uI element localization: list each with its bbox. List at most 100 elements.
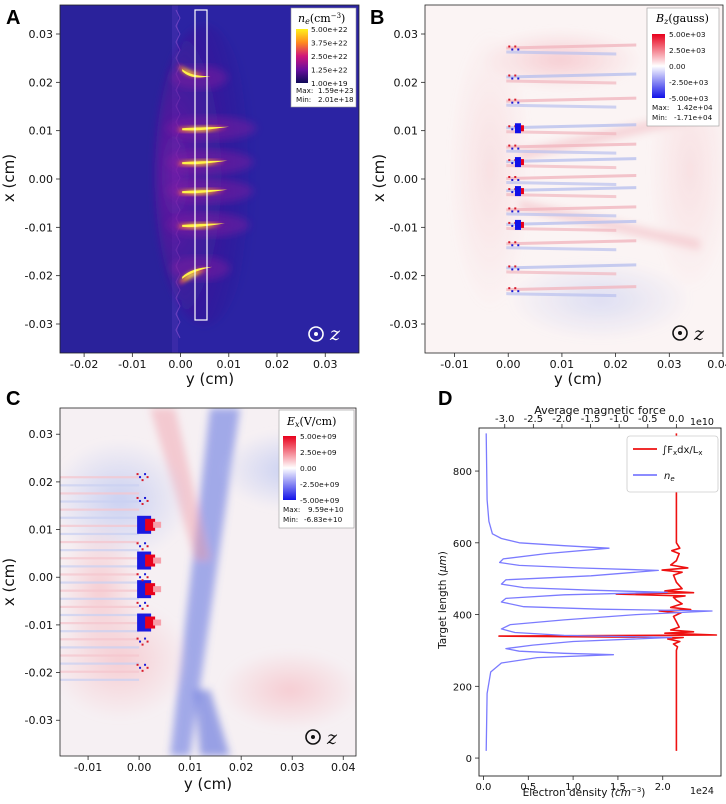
panel-c-colorbar-tick: -5.00e+09 (300, 496, 340, 505)
panel-b-field-speck (511, 147, 514, 150)
panel-c-xtick-label: 0.03 (280, 761, 305, 774)
panel-a-xtick-label: 0.03 (313, 358, 338, 371)
panel-d-top-xtick-label: -0.5 (638, 414, 658, 425)
panel-b-field-speck (511, 210, 514, 213)
panel-b-field-speck (508, 144, 511, 147)
panel-c-field-stripe (60, 581, 140, 584)
panel-b-field-speck (514, 265, 517, 268)
panel-d-ytick-label: 600 (453, 539, 472, 550)
panel-b-field-speck (508, 287, 511, 290)
panel-a-colorbar-tick: 5.00e+22 (311, 25, 348, 34)
panel-b-field-stripe (506, 130, 617, 136)
panel-b-field-stripe (506, 239, 637, 246)
panel-d-bottom-xtick-label: 1.5 (610, 782, 626, 793)
panel-b-xtick-label: 0.01 (550, 358, 575, 371)
panel-b-field-speck (508, 159, 511, 162)
panel-b-field-stripe (506, 263, 637, 270)
panel-b-xtick-label: 0.03 (657, 358, 682, 371)
panel-a-sampling-box (194, 9, 208, 321)
panel-a-jet (170, 63, 228, 90)
panel-c-field-speck (141, 669, 144, 672)
panel-c-field-stripe (60, 557, 140, 560)
panel-c-field-speck (139, 499, 142, 502)
panel-a-colorbar-tick: 2.50e+22 (311, 52, 348, 61)
panel-b-field-core (514, 186, 521, 197)
panel-b-field-speck (511, 224, 514, 227)
panel-a-xtick-label: -0.01 (118, 358, 146, 371)
panel-c-field-speck (136, 637, 139, 640)
panel-d-top-xtick-label: -3.0 (495, 414, 515, 425)
panel-b-z-direction-icon: z (672, 323, 705, 345)
panel-d-top-xtick-label: -2.5 (524, 414, 544, 425)
panel-b-field-speck (511, 290, 514, 293)
legend-ne-label: ne (664, 471, 675, 483)
panel-c-field-stripe (60, 549, 140, 552)
panel-a-xtick-label: 0.01 (217, 358, 242, 371)
panel-b-colorbar-tick: -5.00e+03 (669, 94, 709, 103)
panel-a-ylabel: x (cm) (0, 154, 18, 202)
panel-a-letter: A (6, 7, 20, 29)
panel-b-field-speck (508, 125, 511, 128)
panel-c-colorbar-tick: 2.50e+09 (300, 448, 337, 457)
panel-d-ytick-label: 200 (453, 682, 472, 693)
svg-text:Max:9.59e+10: Max: 9.59e+10 (283, 505, 344, 514)
panel-a-ytick-label: -0.01 (25, 221, 53, 234)
panel-b-field-speck (511, 77, 514, 80)
panel-c-ytick-label: 0.00 (29, 571, 54, 584)
panel-c-field-speck (141, 548, 144, 551)
panel-c-xtick-label: 0.00 (127, 761, 152, 774)
panel-c-field-speck (146, 476, 149, 479)
panel-c-field-stripe (60, 524, 140, 527)
panel-c-xtick-label: -0.01 (74, 761, 102, 774)
panel-a-jet (167, 212, 250, 237)
svg-text:Max:1.59e+23: Max: 1.59e+23 (296, 86, 354, 95)
panel-b-colorbar-tick: -2.50e+03 (669, 78, 709, 87)
panel-b-field-speck (508, 265, 511, 268)
panel-b-field-core (514, 123, 521, 134)
panel-c-field-stripe (60, 565, 140, 568)
panel-c-field-stripe (60, 508, 140, 511)
panel-b-field-speck (514, 241, 517, 244)
panel-d-ytick-label: 800 (453, 467, 472, 478)
panel-b-field-speck (511, 162, 514, 165)
panel-b-field-stripe (506, 270, 617, 276)
panel-c-ytick-label: 0.03 (29, 428, 54, 441)
panel-a-ytick-label: 0.03 (29, 28, 54, 41)
panel-a-ytick-label: -0.02 (25, 270, 53, 283)
panel-b-colorbar-tick: 0.00 (669, 62, 686, 71)
svg-text:Min:2.01e+18: Min: 2.01e+18 (296, 95, 354, 104)
panel-c-ytick-label: -0.02 (25, 667, 53, 680)
panel-a-ytick-label: 0.02 (29, 76, 54, 89)
panel-c-field-speck (141, 479, 144, 482)
panel-c-field-stripe (60, 613, 140, 617)
panel-b-field-stripe (506, 292, 617, 298)
panel-c-field-speck (146, 666, 149, 669)
panel-c-field-stripe (60, 662, 140, 665)
panel-c-xtick-label: 0.04 (331, 761, 356, 774)
panel-b-field-stripe (506, 96, 637, 103)
panel-b-field-stripe (506, 193, 617, 199)
panel-b-ytick-label: -0.03 (390, 318, 418, 331)
panel-c-field-speck (141, 607, 144, 610)
panel-b-xlabel: y (cm) (554, 370, 602, 388)
panel-a-colorbar-tick: 1.00e+19 (311, 79, 348, 88)
panel-c-field-core (153, 557, 162, 564)
panel-b-field-speck (511, 191, 514, 194)
svg-text:Max:1.42e+04: Max: 1.42e+04 (652, 103, 713, 112)
panel-b-field-speck (517, 268, 520, 271)
panel-d-bottom-exponent: 1e24 (690, 786, 714, 797)
panel-b-field-stripe (506, 219, 637, 226)
panel-c-field-speck (146, 499, 149, 502)
panel-b-field-speck (511, 48, 514, 51)
panel-c-field-speck (144, 496, 147, 499)
panel-c-field-stripe (60, 573, 140, 576)
panel-b-ytick-label: 0.00 (394, 173, 419, 186)
panel-b-field-core (514, 157, 521, 168)
panel-c-field-speck (141, 579, 144, 582)
panel-c-ytick-label: -0.03 (25, 714, 53, 727)
panel-b-letter: B (370, 7, 384, 29)
panel-a-ytick-label: 0.00 (29, 173, 54, 186)
panel-c-field-speck (144, 601, 147, 604)
panel-b-ytick-label: -0.02 (390, 270, 418, 283)
panel-c-field-speck (136, 542, 139, 545)
